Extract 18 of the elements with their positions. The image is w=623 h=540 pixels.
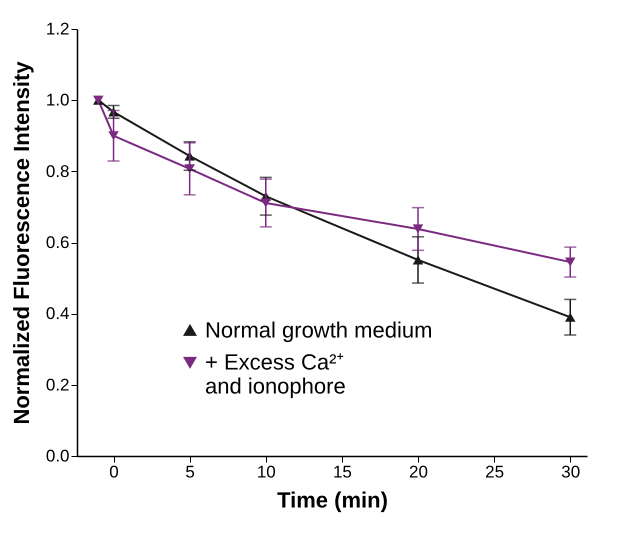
y-tick-label: 0.2	[46, 375, 70, 394]
x-tick-label: 20	[409, 462, 428, 482]
x-tick-label: 5	[185, 462, 195, 482]
y-tick-label: 0.0	[46, 446, 70, 466]
y-tick-label: 0.6	[46, 233, 70, 252]
y-tick-label: 1.2	[46, 20, 70, 38]
y-tick-label: 1.0	[46, 90, 70, 110]
x-tick-label: 15	[332, 462, 352, 482]
legend-label: + Excess Ca²⁺ and ionophore	[205, 349, 346, 398]
y-axis-title: Normalized Fluorescence Intensity	[8, 60, 34, 425]
x-axis-title: Time (min)	[277, 488, 388, 512]
x-tick-label: 30	[561, 462, 580, 482]
x-tick-label: 0	[109, 462, 119, 482]
legend-label: Normal growth medium	[205, 317, 432, 342]
x-tick-label: 25	[485, 462, 504, 482]
x-tick-label: 10	[256, 462, 276, 482]
y-tick-label: 0.4	[46, 304, 70, 324]
y-tick-label: 0.8	[46, 162, 70, 181]
